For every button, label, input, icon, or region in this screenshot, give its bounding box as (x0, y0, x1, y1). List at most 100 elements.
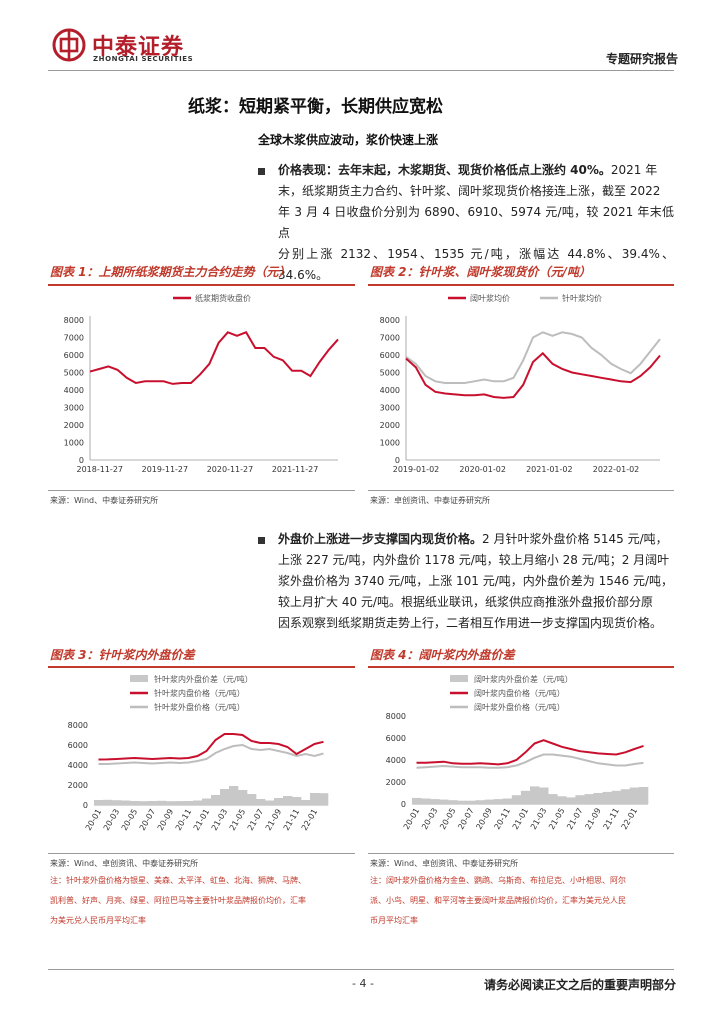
chart-hardwood-spread: 0 2000 4000 6000 8000 阔叶浆内外盘价差（元/吨） 阔叶浆内盘价格（元/… (386, 674, 649, 832)
spread-bar (292, 797, 302, 805)
footer-disclaimer: 请务必阅读正文之后的重要声明部分 (483, 978, 676, 992)
series-line-1 (405, 331, 661, 384)
x-tick-label: 20-11 (174, 808, 193, 833)
y-tick-label: 1000 (380, 439, 400, 448)
header-divider (48, 70, 674, 71)
spread-bar (148, 801, 158, 805)
series-line-0 (89, 331, 339, 385)
x-tick-label: 21-11 (282, 808, 301, 833)
paragraph-line: 较上月扩大 40 元/吨。根据纸业联讯，纸浆供应商推涨外盘报价部分原 (278, 595, 653, 609)
chart-pulp-spot-prices: 0 1000 2000 3000 4000 5000 6000 7000 8000 2019-01… (380, 293, 661, 474)
y-tick-label: 4000 (68, 761, 88, 770)
series-line-0 (405, 351, 661, 399)
spread-bar (130, 801, 140, 805)
spread-bar (638, 787, 649, 804)
x-tick-label: 20-11 (493, 807, 512, 832)
logo-subtitle: ZHONGTAI SECURITIES (93, 55, 194, 63)
spread-bar (584, 794, 594, 804)
figure-2-title: 图表 2：针叶浆、阔叶浆现货价（元/吨） (370, 265, 591, 279)
x-tick-label: 21-07 (565, 807, 584, 832)
chart-pulp-futures: 0 1000 2000 3000 4000 5000 6000 7000 8000 2018-11… (64, 293, 339, 474)
note-line: 派、小鸟、明星、和平河等主要阔叶浆品牌报价均价，汇率为美元兑人民 (370, 896, 626, 905)
paragraph-line: 上涨 227 元/吨，内外盘价 1178 元/吨，较上月缩小 28 元/吨；2 … (278, 553, 670, 567)
x-tick-label: 21-03 (529, 807, 548, 832)
y-tick-label: 2000 (380, 421, 400, 430)
y-tick-label: 0 (83, 801, 88, 810)
chart-softwood-spread: 0 2000 4000 6000 8000 针叶浆内外盘价差（元/吨） 针叶浆内盘价格（元/… (68, 674, 329, 833)
spread-bar (484, 799, 494, 804)
x-tick-label: 21-07 (246, 808, 265, 833)
spread-bar (94, 800, 104, 805)
figure-4-note: 注：阔叶浆外盘价格为金鱼、鹦鹉、乌斯奇、布拉尼克、小叶相思、阿尔 派、小鸟、明星… (370, 871, 670, 931)
figure-3-note: 注：针叶浆外盘价格为银星、美森、太平洋、虹鱼、北海、狮牌、马牌、 凯利普、好声、… (50, 871, 350, 931)
x-tick-label: 20-09 (156, 808, 175, 833)
series-line-1 (416, 739, 644, 766)
y-tick-label: 6000 (64, 351, 84, 360)
note-line: 凯利普、好声、月亮、绿星、阿拉巴马等主要针叶浆品牌报价均价，汇率 (50, 896, 306, 905)
series-line-1 (98, 733, 324, 761)
spread-bar (274, 798, 284, 805)
figure-1-rule (48, 284, 355, 286)
spread-bar (193, 800, 203, 805)
y-tick-label: 5000 (380, 369, 400, 378)
x-tick-label: 20-05 (120, 808, 139, 833)
spread-bar (575, 795, 585, 804)
spread-bar (301, 800, 311, 805)
spread-bar (602, 791, 612, 804)
y-tick-label: 7000 (380, 334, 400, 343)
paragraph-line: 分别上涨 2132、1954、1535 元/吨，涨幅达 44.8%、39.4%、… (278, 247, 674, 282)
legend-label: 针叶浆内盘价格（元/吨） (154, 688, 245, 698)
spread-bar (620, 789, 631, 804)
spread-bar (557, 796, 567, 804)
y-tick-label: 4000 (64, 386, 84, 395)
y-tick-label: 5000 (64, 369, 84, 378)
paragraph-external-prices: 外盘价上涨进一步支撑国内现货价格。2 月针叶浆外盘价格 5145 元/吨， 上涨… (278, 529, 674, 634)
spread-bar (283, 796, 293, 805)
figure-2-source: 来源：卓创资讯、中泰证券研究所 (370, 496, 490, 505)
series-line-2 (98, 743, 324, 765)
spread-bar (566, 797, 576, 804)
spread-bar (493, 799, 504, 804)
y-tick-label: 2000 (386, 778, 406, 787)
spread-bar (539, 787, 549, 804)
note-line: 注：阔叶浆外盘价格为金鱼、鹦鹉、乌斯奇、布拉尼克、小叶相思、阿尔 (370, 876, 626, 885)
note-line: 币月平均汇率 (370, 916, 418, 925)
source-rule (48, 490, 355, 491)
note-line: 注：针叶浆外盘价格为银星、美森、太平洋、虹鱼、北海、狮牌、马牌、 (50, 876, 306, 885)
spread-bar (175, 801, 185, 805)
y-tick-label: 4000 (386, 756, 406, 765)
y-tick-label: 1000 (64, 439, 84, 448)
figure-3-rule (48, 666, 355, 668)
legend-label: 针叶浆内外盘价差（元/吨） (154, 674, 253, 684)
legend-label: 纸浆期货收盘价 (195, 293, 251, 303)
y-tick-label: 8000 (380, 316, 400, 325)
subheading: 全球木浆供应波动，浆价快速上涨 (258, 133, 439, 147)
y-tick-label: 6000 (386, 734, 406, 743)
x-tick-label: 2020-11-27 (207, 465, 254, 474)
figure-1-source: 来源：Wind、中泰证券研究所 (50, 496, 159, 505)
spread-bar (121, 800, 131, 805)
y-tick-label: 6000 (68, 741, 88, 750)
x-tick-label: 2018-11-27 (77, 465, 124, 474)
figure-4-source: 来源：Wind、卓创资讯、中泰证券研究所 (370, 859, 519, 868)
section-title: 纸浆：短期紧平衡，长期供应宽松 (188, 97, 443, 117)
logo-mark-icon (52, 28, 86, 62)
spread-bar (548, 794, 558, 804)
spread-bar (229, 786, 239, 805)
note-line: 为美元兑人民币月平均汇率 (50, 916, 146, 925)
bullet-square-icon (258, 168, 265, 175)
logo-wordmark: 中泰证券 (92, 35, 185, 60)
spread-bar (157, 800, 167, 805)
legend-label: 针叶浆外盘价格（元/吨） (154, 702, 245, 712)
paragraph-line: 末，纸浆期货主力合约、针叶浆、阔叶浆现货价格接连上涨，截至 2022 (278, 184, 661, 198)
x-tick-label: 21-09 (583, 807, 602, 832)
paragraph-line: 浆外盘价格为 3740 元/吨，上涨 101 元/吨，内外盘价差为 1546 元… (278, 574, 674, 588)
spread-bar (211, 795, 221, 805)
source-rule (48, 853, 355, 854)
spread-bar (530, 786, 540, 804)
spread-bar (319, 793, 329, 805)
figure-2-rule (368, 284, 674, 286)
y-tick-label: 7000 (64, 334, 84, 343)
y-tick-label: 0 (395, 456, 400, 465)
y-tick-label: 6000 (380, 351, 400, 360)
